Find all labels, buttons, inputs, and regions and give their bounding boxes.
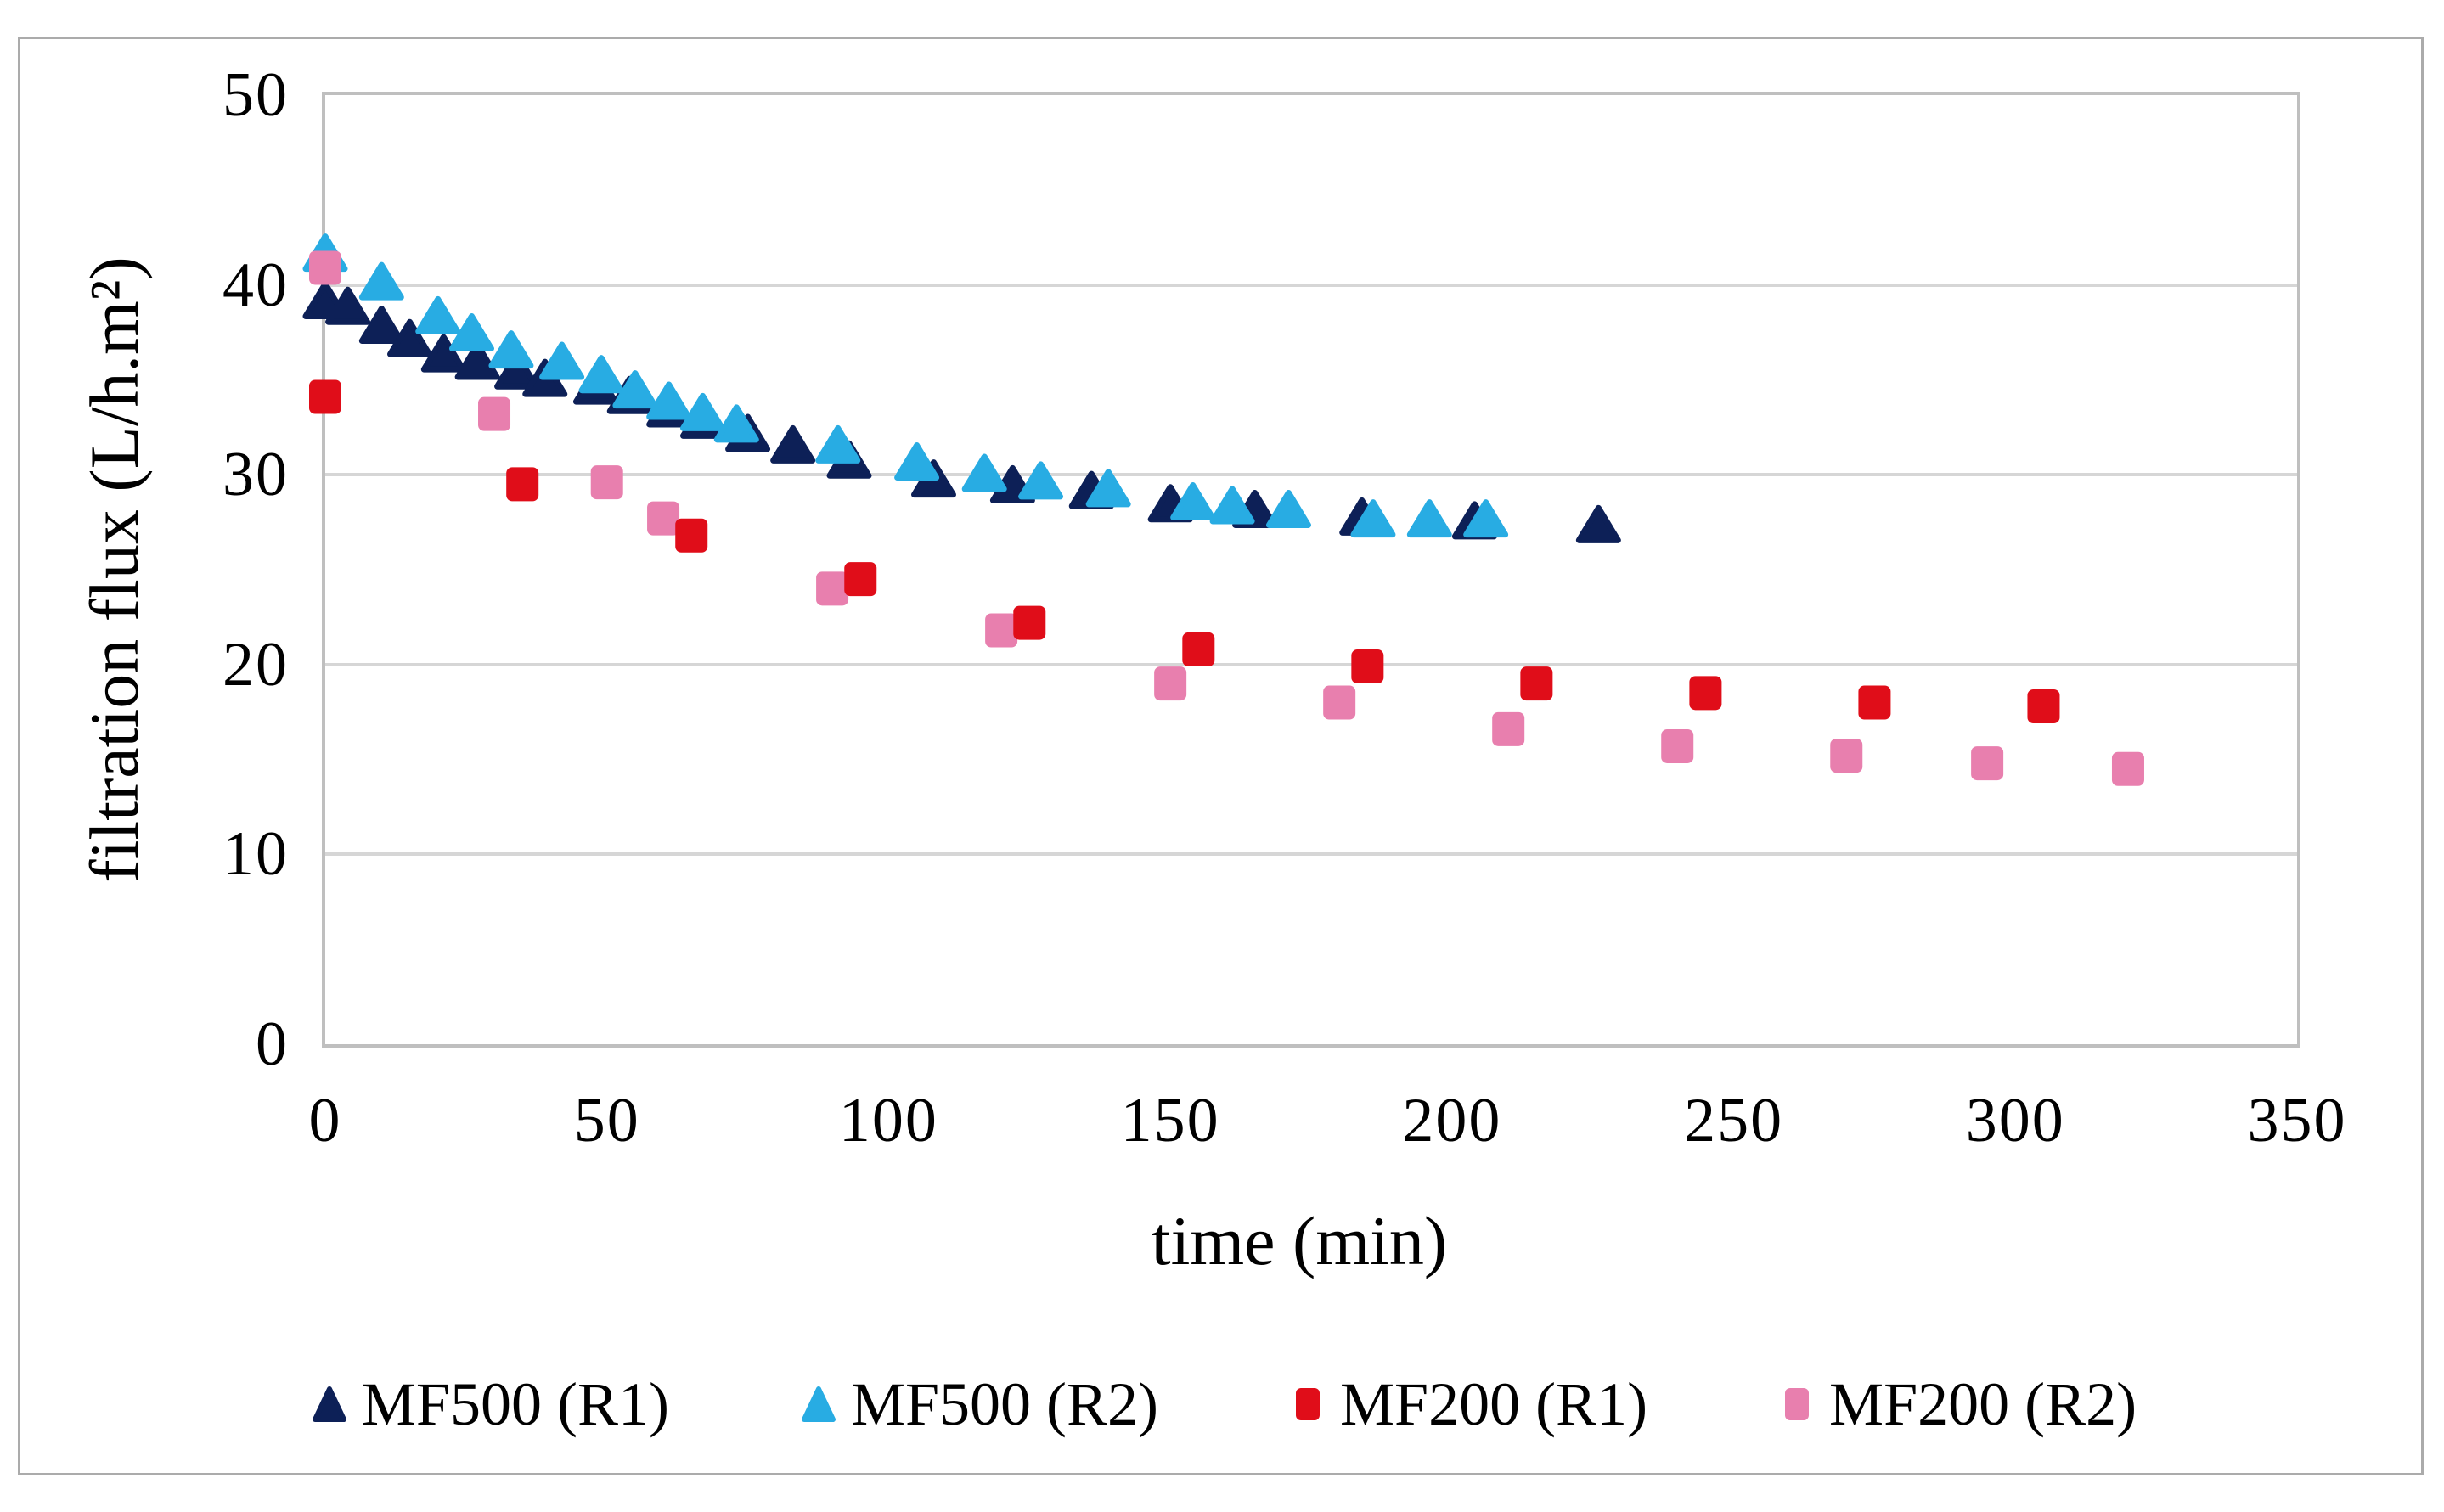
gridline (325, 283, 2297, 287)
data-point-marker (2111, 751, 2144, 786)
series-mf200-r1 (309, 379, 2060, 723)
legend-item-3: MF200 (R1) (1286, 1374, 1647, 1435)
legend-label: MF500 (R1) (361, 1370, 669, 1438)
y-tick-label: 50 (222, 60, 289, 130)
data-point-marker (1351, 649, 1384, 684)
data-point-marker (415, 295, 461, 334)
series-mf500-r2 (302, 233, 1509, 538)
data-point-marker (1406, 499, 1452, 538)
data-point-marker (1323, 685, 1356, 720)
data-point-marker (309, 250, 341, 285)
data-point-marker (578, 355, 624, 394)
data-point-marker (309, 379, 341, 414)
data-point-marker (488, 330, 534, 369)
plot-area (322, 92, 2300, 1048)
data-point-marker (1209, 486, 1255, 525)
data-point-marker (1689, 676, 1722, 711)
data-point-marker (448, 313, 494, 351)
data-point-marker (1265, 489, 1311, 528)
data-point-marker (539, 341, 585, 380)
data-point-marker (2027, 689, 2060, 723)
data-point-marker (358, 306, 404, 345)
data-point-marker (647, 501, 680, 536)
data-point-marker (454, 341, 500, 380)
data-point-marker (713, 404, 759, 443)
data-point-marker (506, 467, 539, 502)
x-tick-label: 100 (838, 1086, 938, 1155)
x-tick-label: 250 (1684, 1086, 1784, 1155)
data-point-marker (646, 381, 692, 420)
gridline (325, 852, 2297, 857)
gridline (325, 662, 2297, 666)
data-point-marker (325, 286, 371, 325)
x-axis-title: time (min) (1151, 1202, 1448, 1279)
x-tick-label: 50 (573, 1086, 640, 1155)
data-point-marker (675, 518, 708, 553)
x-tick-label: 200 (1402, 1086, 1502, 1155)
square-legend-marker-icon (1785, 1388, 1810, 1420)
x-tick-label: 0 (308, 1086, 342, 1155)
data-point-marker (1018, 461, 1064, 500)
data-point-marker (590, 465, 623, 500)
data-point-marker (985, 613, 1018, 648)
data-point-marker (679, 392, 725, 431)
legend: MF500 (R1) MF500 (R2) MF200 (R1) MF200 (R2) (0, 1355, 2444, 1453)
data-point-marker (1154, 666, 1187, 701)
data-point-marker (612, 370, 658, 409)
y-tick-label: 20 (222, 629, 289, 700)
data-point-marker (1661, 728, 1694, 763)
x-tick-label: 350 (2247, 1086, 2347, 1155)
data-point-marker (1971, 746, 2004, 781)
data-point-marker (770, 424, 816, 464)
legend-item-2: MF500 (R2) (797, 1374, 1158, 1435)
y-tick-label: 10 (222, 819, 289, 890)
legend-label: MF500 (R2) (850, 1370, 1158, 1438)
data-point-marker (1492, 711, 1525, 746)
legend-item-1: MF500 (R1) (307, 1374, 669, 1435)
series-mf200-r2 (309, 250, 2144, 786)
data-point-marker (816, 571, 849, 606)
y-axis-title: filtration flux (L/h.m²) (76, 256, 153, 883)
y-tick-label: 30 (222, 440, 289, 510)
x-tick-label: 300 (1965, 1086, 2065, 1155)
data-point-marker (420, 334, 466, 373)
data-point-marker (1858, 685, 1891, 720)
data-point-marker (894, 442, 940, 481)
data-point-marker (961, 453, 1007, 492)
data-point-marker (1085, 469, 1131, 508)
y-tick-label: 40 (222, 250, 289, 320)
data-point-marker (494, 351, 540, 390)
y-tick-label: 0 (256, 1009, 289, 1079)
legend-label: MF200 (R2) (1829, 1370, 2137, 1438)
data-point-marker (815, 424, 861, 464)
figure-border (18, 37, 2424, 1475)
triangle-legend-marker-icon (801, 1386, 836, 1422)
data-point-marker (478, 396, 511, 431)
data-point-marker (1182, 632, 1215, 666)
data-point-marker (1463, 499, 1509, 538)
data-point-marker (387, 318, 433, 357)
data-point-marker (1830, 739, 1863, 773)
data-point-marker (1170, 482, 1216, 521)
triangle-legend-marker-icon (312, 1386, 346, 1422)
legend-item-4: MF200 (R2) (1775, 1374, 2137, 1435)
x-tick-label: 150 (1120, 1086, 1220, 1155)
data-point-marker (1013, 605, 1046, 640)
data-point-marker (844, 562, 877, 597)
data-point-marker (1350, 499, 1396, 538)
legend-label: MF200 (R1) (1340, 1370, 1648, 1438)
square-legend-marker-icon (1296, 1388, 1320, 1420)
gridline (325, 473, 2297, 477)
data-point-marker (1520, 666, 1553, 701)
data-point-marker (1575, 504, 1621, 543)
data-point-marker (358, 261, 404, 301)
